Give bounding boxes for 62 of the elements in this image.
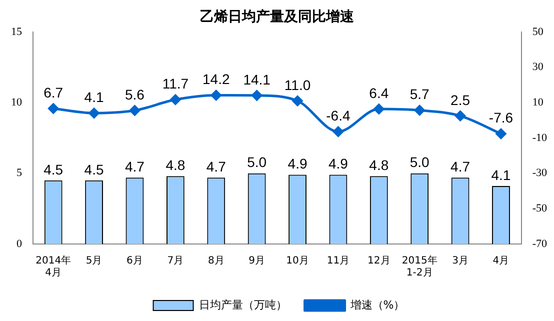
- data-label: 14.2: [202, 71, 230, 88]
- data-label: 5.0: [247, 154, 267, 170]
- x-tick-label: 4月: [492, 256, 510, 267]
- y-tick-label: 10: [11, 96, 22, 109]
- point: [496, 128, 506, 140]
- x-tick-label: 3月: [452, 256, 468, 267]
- y-tick-label: 0: [16, 238, 22, 250]
- data-label: -7.6: [488, 110, 514, 126]
- x-tick-label: 8月: [208, 256, 224, 267]
- y2-tick-label: -30: [532, 167, 548, 180]
- chart-title: 乙烯日均产量及同比增速: [199, 8, 355, 26]
- point: [374, 104, 384, 114]
- x-tick-label: 2014年 4月: [36, 254, 72, 279]
- x-tick-label: 2015年 1-2月: [402, 254, 438, 279]
- data-label: -6.4: [326, 108, 350, 124]
- point: [170, 94, 181, 105]
- data-label: 5.7: [410, 86, 430, 102]
- y-tick-label: 15: [11, 26, 22, 38]
- data-label: 4.7: [450, 158, 470, 174]
- data-label: 5.6: [125, 86, 145, 102]
- point: [292, 96, 303, 106]
- point: [252, 90, 262, 101]
- x-tick-label: 5月: [86, 256, 102, 267]
- data-label: 6.4: [369, 84, 389, 101]
- point: [414, 105, 425, 116]
- y2-tick-label: 10: [532, 96, 544, 109]
- point: [88, 108, 100, 118]
- point: [455, 110, 466, 122]
- data-label: 14.1: [243, 71, 271, 88]
- x-tick-label: 6月: [126, 256, 143, 267]
- data-label: 4.7: [125, 158, 145, 174]
- data-label: 4.1: [491, 166, 511, 183]
- x-tick-label: 10月: [286, 256, 309, 267]
- y2-tick-label: -50: [532, 202, 548, 215]
- x-tick-label: 11月: [326, 256, 350, 267]
- point: [129, 105, 140, 116]
- y2-tick-label: 50: [532, 26, 544, 38]
- y2-tick-label: -10: [532, 132, 548, 144]
- data-label: 2.5: [450, 92, 470, 108]
- data-label: 11.7: [162, 76, 189, 92]
- y2-tick-label: -70: [532, 238, 548, 250]
- legend-label: 增速（%）: [349, 298, 405, 312]
- x-tick-label: 9月: [248, 256, 266, 267]
- data-label: 4.5: [44, 161, 64, 178]
- point: [210, 90, 222, 100]
- data-label: 11.0: [284, 76, 311, 93]
- data-label: 4.1: [84, 88, 104, 105]
- data-label: 5.0: [410, 154, 430, 170]
- legend-label: 日均产量（万吨）: [198, 298, 287, 312]
- point: [48, 103, 59, 114]
- data-label: 4.7: [206, 158, 226, 174]
- data-label: 4.5: [84, 161, 104, 178]
- point: [332, 126, 344, 137]
- x-tick-label: 7月: [167, 256, 184, 267]
- data-label: 4.8: [166, 157, 186, 174]
- data-label: 6.7: [44, 84, 64, 100]
- data-label: 4.9: [328, 156, 348, 172]
- x-tick-label: 12月: [368, 256, 390, 267]
- y2-tick-label: 30: [532, 61, 544, 74]
- data-label: 4.9: [288, 156, 308, 172]
- y-tick-label: 5: [16, 167, 22, 180]
- data-label: 4.8: [369, 157, 389, 174]
